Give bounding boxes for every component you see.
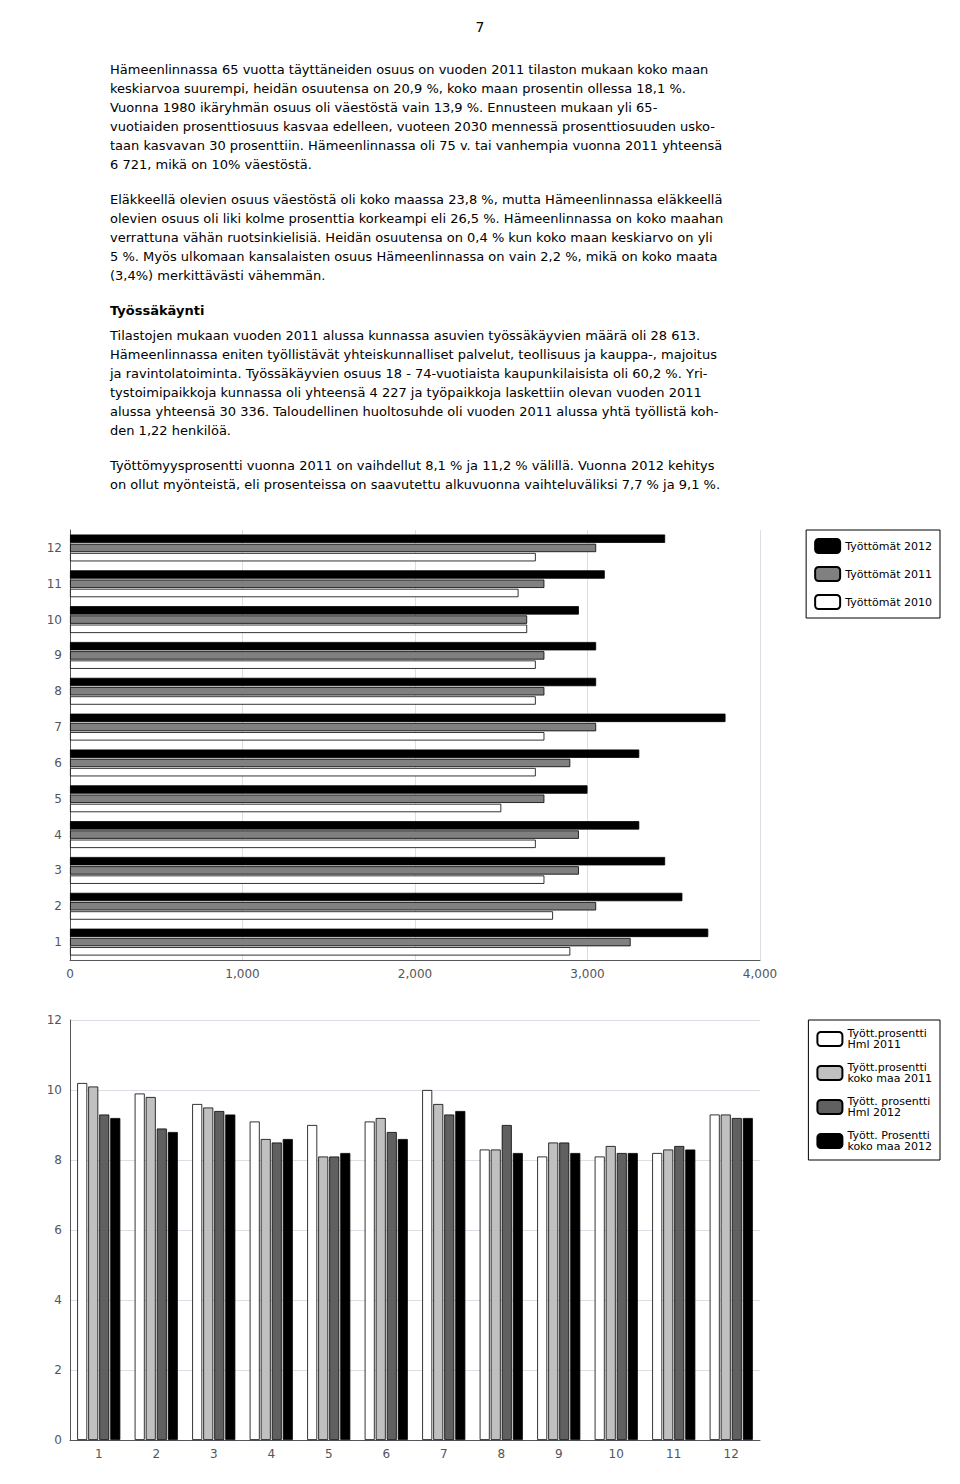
svg-text:8: 8 — [54, 1153, 62, 1167]
svg-text:9: 9 — [555, 1447, 563, 1461]
svg-text:0: 0 — [66, 967, 74, 981]
svg-text:2: 2 — [54, 1363, 62, 1377]
svg-text:8: 8 — [54, 684, 62, 698]
svg-text:1,000: 1,000 — [225, 967, 259, 981]
svg-text:vuotiaiden prosenttiosuus kasv: vuotiaiden prosenttiosuus kasvaa edellee… — [110, 119, 715, 134]
svg-text:9: 9 — [54, 648, 62, 662]
svg-text:4: 4 — [54, 1293, 62, 1307]
svg-text:6: 6 — [382, 1447, 390, 1461]
svg-text:2: 2 — [152, 1447, 160, 1461]
svg-text:keskiarvoa suurempi, heidän os: keskiarvoa suurempi, heidän osuutensa on… — [110, 81, 686, 96]
svg-text:1: 1 — [54, 935, 62, 949]
svg-text:12: 12 — [47, 541, 62, 555]
svg-text:5: 5 — [54, 792, 62, 806]
svg-text:verrattuna vähän ruotsinkielis: verrattuna vähän ruotsinkielisiä. Heidän… — [110, 230, 713, 245]
svg-text:3,000: 3,000 — [570, 967, 604, 981]
svg-text:6: 6 — [54, 756, 62, 770]
svg-text:2: 2 — [54, 899, 62, 913]
svg-text:4: 4 — [267, 1447, 275, 1461]
svg-text:olevien osuus oli liki kolme p: olevien osuus oli liki kolme prosenttia … — [110, 211, 723, 226]
svg-text:3: 3 — [54, 863, 62, 877]
svg-text:on ollut myönteistä, eli prose: on ollut myönteistä, eli prosenteissa on… — [110, 477, 720, 492]
svg-text:12: 12 — [47, 1013, 62, 1027]
svg-text:Tyött.prosentti: Tyött.prosentti — [847, 1061, 927, 1074]
svg-text:Hämeenlinnassa 65 vuotta täytt: Hämeenlinnassa 65 vuotta täyttäneiden os… — [110, 62, 708, 77]
svg-text:tystoimipaikkoja kunnassa oli: tystoimipaikkoja kunnassa oli yhteensä 4… — [110, 385, 702, 400]
svg-text:7: 7 — [440, 1447, 448, 1461]
svg-text:Työttömät 2011: Työttömät 2011 — [844, 568, 932, 581]
svg-text:2,000: 2,000 — [398, 967, 432, 981]
svg-text:koko maa 2012: koko maa 2012 — [847, 1140, 932, 1153]
svg-text:10: 10 — [47, 613, 62, 627]
svg-text:Tyött.prosentti: Tyött.prosentti — [847, 1027, 927, 1040]
svg-text:10: 10 — [47, 1083, 62, 1097]
svg-text:Vuonna 1980 ikäryhmän osuus ol: Vuonna 1980 ikäryhmän osuus oli väestöst… — [110, 100, 658, 115]
svg-text:Hml 2011: Hml 2011 — [847, 1038, 901, 1051]
svg-text:12: 12 — [724, 1447, 739, 1461]
svg-text:11: 11 — [666, 1447, 681, 1461]
svg-text:Työssäkäynti: Työssäkäynti — [110, 303, 204, 318]
svg-text:(3,4%) merkittävästi vähemmän.: (3,4%) merkittävästi vähemmän. — [110, 268, 325, 283]
svg-text:7: 7 — [476, 19, 485, 35]
svg-text:Hml 2012: Hml 2012 — [847, 1106, 901, 1119]
svg-text:7: 7 — [54, 720, 62, 734]
svg-text:alussa yhteensä 30 336. Taloud: alussa yhteensä 30 336. Taloudellinen hu… — [110, 404, 719, 419]
svg-text:ja ravintolatoiminta. Työssäkä: ja ravintolatoiminta. Työssäkäyvien osuu… — [109, 366, 708, 381]
svg-text:5: 5 — [325, 1447, 333, 1461]
svg-text:5 %. Myös ulkomaan kansalaiste: 5 %. Myös ulkomaan kansalaisten osuus Hä… — [110, 249, 718, 264]
svg-text:Eläkkeellä olevien osuus väest: Eläkkeellä olevien osuus väestöstä oli k… — [110, 192, 722, 207]
svg-text:4: 4 — [54, 828, 62, 842]
svg-text:10: 10 — [609, 1447, 624, 1461]
svg-text:taan kasvavan 30 prosenttiin.: taan kasvavan 30 prosenttiin. Hämeenlinn… — [110, 138, 722, 153]
svg-text:Tyött. Prosentti: Tyött. Prosentti — [847, 1129, 930, 1142]
svg-text:6 721, mikä on 10% väestöstä.: 6 721, mikä on 10% väestöstä. — [110, 157, 312, 172]
svg-text:1: 1 — [95, 1447, 103, 1461]
svg-text:Työttömät 2012: Työttömät 2012 — [844, 540, 932, 553]
svg-text:6: 6 — [54, 1223, 62, 1237]
svg-text:Työttömyysprosentti vuonna 201: Työttömyysprosentti vuonna 2011 on vaihd… — [109, 458, 715, 473]
svg-text:Tilastojen mukaan vuoden 2011: Tilastojen mukaan vuoden 2011 alussa kun… — [109, 328, 700, 343]
svg-text:koko maa 2011: koko maa 2011 — [847, 1072, 932, 1085]
svg-text:Hämeenlinnassa eniten työllist: Hämeenlinnassa eniten työllistävät yhtei… — [110, 347, 717, 362]
svg-text:8: 8 — [497, 1447, 505, 1461]
svg-text:Tyött. prosentti: Tyött. prosentti — [847, 1095, 931, 1108]
svg-text:Työttömät 2010: Työttömät 2010 — [844, 596, 932, 609]
svg-text:den 1,22 henkilöä.: den 1,22 henkilöä. — [110, 423, 231, 438]
svg-text:4,000: 4,000 — [743, 967, 777, 981]
svg-text:0: 0 — [54, 1433, 62, 1447]
svg-text:11: 11 — [47, 577, 62, 591]
svg-text:3: 3 — [210, 1447, 218, 1461]
